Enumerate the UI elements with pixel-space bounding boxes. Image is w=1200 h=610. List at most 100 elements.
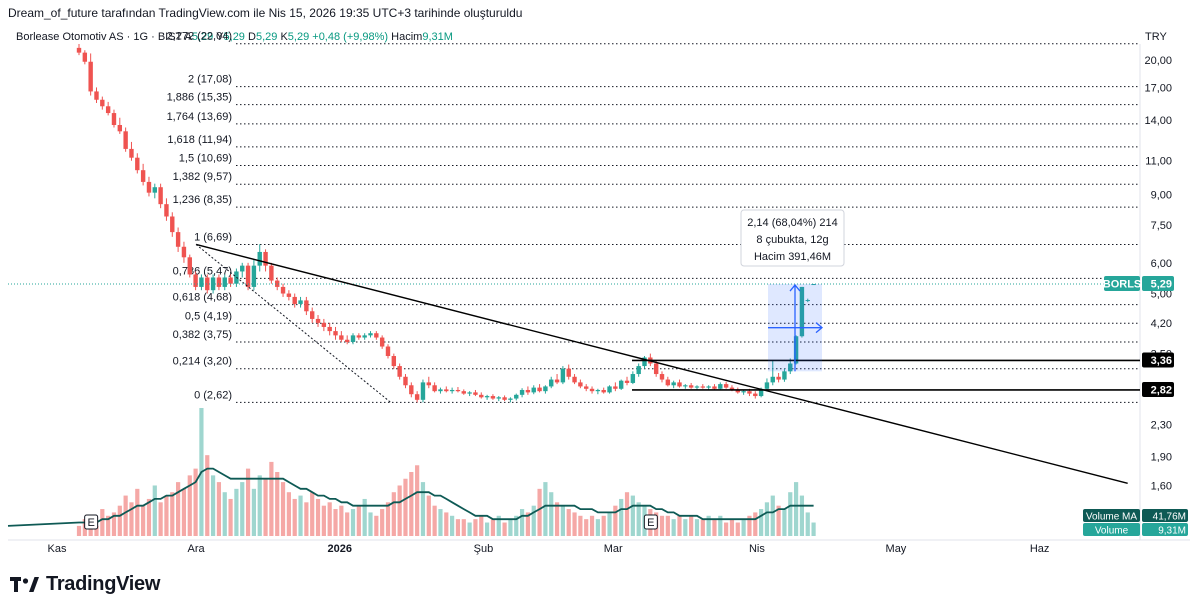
- candle: [432, 382, 437, 393]
- volume-bar: [292, 498, 297, 536]
- candle-body: [420, 382, 426, 400]
- candle-body: [379, 337, 385, 347]
- volume-bar: [141, 505, 146, 536]
- ohlc-open-label: A: [184, 31, 192, 43]
- fib-level: 2,272 (22,04): [167, 31, 1140, 45]
- y-tick-label: 2,30: [1151, 419, 1172, 431]
- candle-body: [694, 386, 700, 388]
- candle-body: [175, 232, 181, 247]
- y-tick-label: 5,00: [1151, 289, 1172, 301]
- candle-body: [117, 125, 123, 132]
- volume-bar: [76, 525, 82, 536]
- candle: [461, 389, 466, 395]
- x-tick-label: Haz: [1030, 543, 1050, 555]
- candle-body: [758, 388, 764, 397]
- candle-body: [741, 391, 746, 393]
- candle-body: [793, 336, 799, 364]
- earnings-box: [643, 514, 658, 530]
- x-axis: Kas Ara 2026 Şub Mar Nis May Haz: [48, 543, 1050, 555]
- volume-bar: [164, 495, 169, 536]
- brand-name: TradingView: [46, 573, 161, 595]
- candle: [484, 394, 490, 400]
- price-tag-bg: [1142, 352, 1174, 368]
- ohlc-low-label: D: [248, 31, 256, 43]
- candle: [187, 254, 192, 278]
- volume-bar: [362, 498, 367, 536]
- candle: [671, 380, 676, 389]
- volume-bar: [286, 492, 291, 536]
- volume-bar: [753, 512, 758, 536]
- candle: [589, 386, 595, 394]
- candle-body: [339, 335, 344, 340]
- volume-bar: [263, 478, 268, 536]
- volume-bar: [689, 515, 694, 536]
- candle: [502, 395, 507, 402]
- candle-body: [584, 386, 589, 389]
- candle-body: [729, 387, 735, 390]
- volume-bar: [257, 475, 262, 536]
- y-tick-label: 9,00: [1151, 190, 1172, 202]
- tradingview-logo[interactable]: TradingView: [10, 573, 160, 596]
- volume-bar: [455, 519, 461, 536]
- candle-body: [718, 384, 723, 389]
- volume-bar: [345, 512, 350, 536]
- fib-level: 0,382 (3,75): [173, 329, 1140, 343]
- candle-body: [566, 368, 571, 377]
- candles: [76, 44, 816, 403]
- volume-bar: [106, 515, 111, 536]
- fib-level: 2 (17,08): [188, 74, 1140, 88]
- candle-body: [152, 187, 157, 193]
- tradingview-logo-icon: [10, 576, 39, 592]
- candle: [263, 249, 268, 272]
- volume-bar: [619, 498, 624, 536]
- candle-body: [181, 246, 187, 258]
- volume-bar: [607, 512, 612, 536]
- candle: [811, 284, 816, 286]
- candle-body: [327, 326, 332, 332]
- candle-body: [788, 363, 793, 372]
- candle-body: [333, 331, 338, 336]
- candle: [753, 391, 758, 399]
- candle: [344, 335, 350, 345]
- price-tag: 3,36: [1142, 352, 1174, 368]
- candle-body: [811, 284, 816, 286]
- candle-body: [706, 386, 711, 388]
- x-tick-label: Ara: [187, 543, 205, 555]
- volume-bar: [677, 515, 682, 536]
- candle-body: [140, 170, 146, 182]
- currency-label[interactable]: TRY: [1145, 31, 1167, 43]
- fib-level: 1,5 (10,69): [179, 153, 1140, 167]
- candle-body: [298, 300, 303, 304]
- volume-bar: [805, 512, 810, 536]
- candle: [105, 101, 111, 116]
- volume-bar: [811, 522, 816, 536]
- volume-bar: [251, 488, 256, 536]
- candle: [444, 386, 449, 393]
- candle: [135, 153, 140, 174]
- candle-body: [607, 386, 612, 393]
- candle-body: [315, 318, 321, 323]
- volume-bar: [613, 505, 618, 536]
- candle-body: [613, 386, 618, 389]
- fib-level: 1,236 (8,35): [173, 194, 1140, 208]
- candle-body: [245, 265, 251, 287]
- candle-body: [344, 339, 350, 342]
- candle-body: [263, 251, 268, 266]
- volume-bar: [659, 515, 665, 536]
- candle-body: [514, 394, 519, 399]
- volume-tag-bg: [1142, 523, 1188, 536]
- candle: [222, 274, 227, 291]
- candle: [88, 53, 93, 96]
- candle-body: [146, 181, 152, 193]
- earnings-marker: E: [84, 514, 99, 530]
- candle-body: [624, 380, 630, 383]
- candle-body: [537, 387, 542, 392]
- fib-label: 1,236 (8,35): [173, 194, 232, 206]
- candle-body: [496, 397, 501, 399]
- fib-label: 0,382 (3,75): [173, 329, 232, 341]
- candle-body: [240, 265, 245, 272]
- candle: [385, 344, 391, 359]
- candle: [100, 96, 105, 110]
- volume-bar: [403, 478, 408, 536]
